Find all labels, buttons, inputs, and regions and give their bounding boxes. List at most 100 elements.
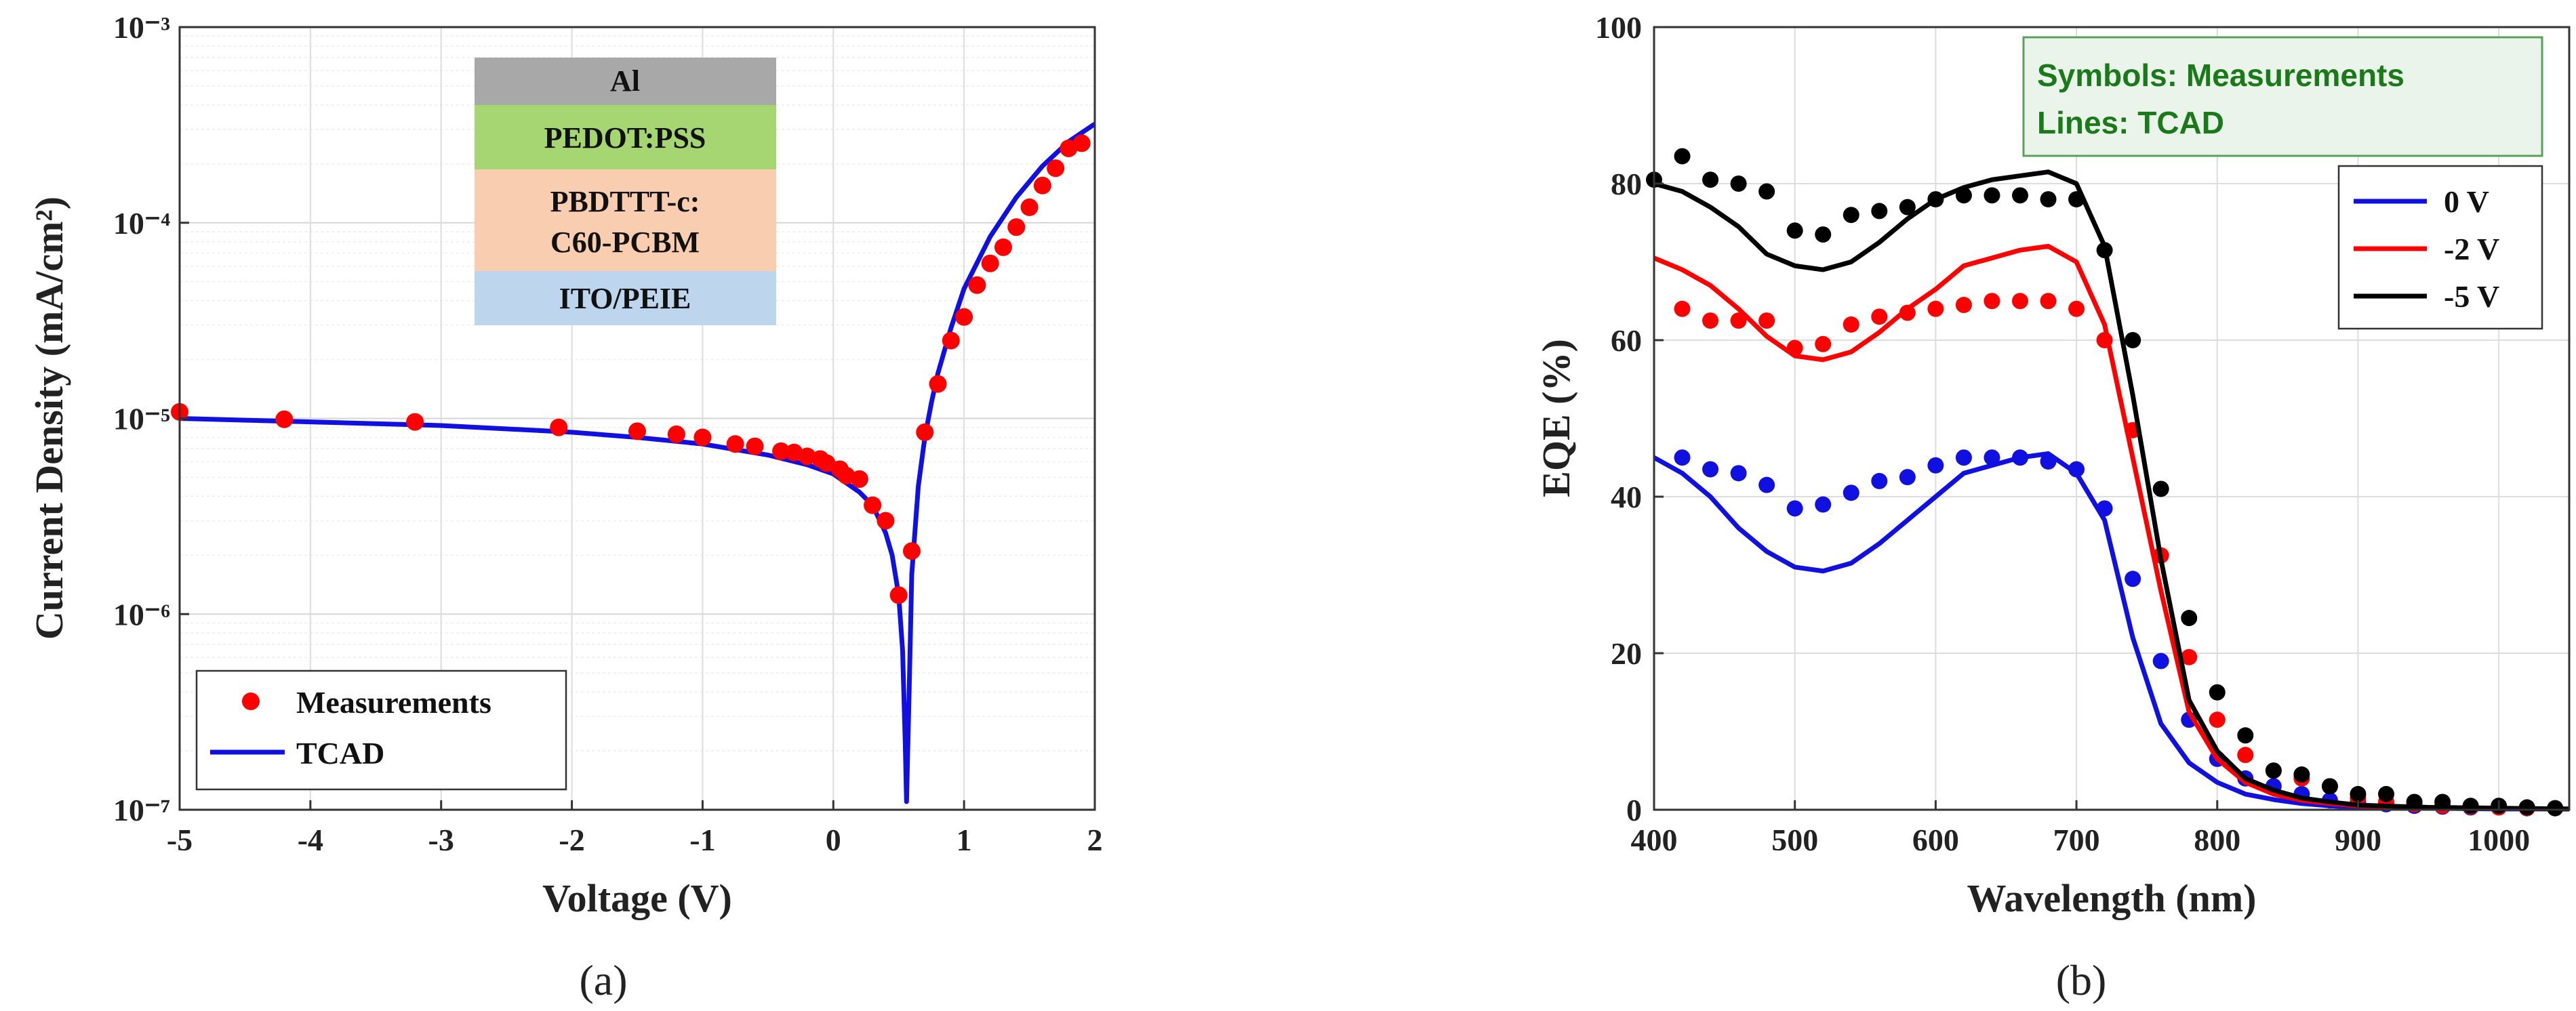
panel-b: 400 500 600 700 800 900 1000 0 20 40 60 80 100 Symbo… [1534, 10, 2571, 1004]
x-tick-label: 2 [1087, 823, 1103, 857]
eqe-point-series-0 [1786, 500, 1803, 517]
layer-al-label: Al [610, 64, 640, 98]
panel-a-y-axis-title: Current Density (mA/cm²) [27, 197, 71, 640]
eqe-point-series-2 [2125, 332, 2141, 348]
measurement-point [1020, 198, 1039, 216]
panel-b-marks [1646, 148, 2570, 817]
eqe-point-series-1 [2181, 648, 2198, 665]
eqe-point-series-2 [2040, 191, 2057, 208]
legend-m5v-label: -5 V [2444, 279, 2499, 314]
panel-a-marks [171, 121, 1096, 804]
panel-b-ticks: 400 500 600 700 800 900 1000 0 20 40 60 80 100 [1595, 10, 2530, 857]
eqe-point-series-1 [1927, 300, 1944, 317]
measurement-point [916, 423, 934, 441]
eqe-point-series-0 [2040, 453, 2057, 470]
eqe-point-series-1 [2237, 747, 2254, 764]
eqe-point-series-1 [2068, 300, 2085, 317]
note-line-2: Lines: TCAD [2037, 105, 2224, 140]
measurement-point [628, 422, 646, 440]
x-tick-label: -3 [428, 823, 454, 857]
y-tick-label: 10⁻⁷ [113, 793, 170, 827]
panel-a-x-axis-title: Voltage (V) [542, 876, 732, 920]
eqe-point-series-0 [2068, 461, 2085, 478]
measurement-point [1072, 134, 1091, 152]
eqe-point-series-2 [2293, 766, 2310, 783]
y-tick-label: 10⁻⁶ [113, 597, 170, 632]
eqe-point-series-2 [2209, 684, 2226, 701]
panel-a-label: (a) [579, 956, 627, 1004]
y-tick-label: 10⁻⁵ [113, 402, 170, 436]
eqe-point-series-0 [1843, 484, 1859, 501]
measurement-point [929, 375, 947, 393]
eqe-point-series-1 [1786, 339, 1803, 356]
eqe-point-series-0 [1674, 449, 1691, 466]
layer-pbdttt-label-line1: PBDTTT-c: [550, 185, 700, 218]
measurement-point [1047, 159, 1065, 178]
eqe-point-series-2 [1899, 199, 1916, 215]
eqe-point-series-2 [2068, 191, 2085, 208]
eqe-point-series-1 [1730, 312, 1747, 329]
eqe-point-series-2 [2518, 799, 2535, 816]
measurement-point [667, 425, 685, 443]
layer-al-box [475, 58, 776, 105]
eqe-point-series-1 [1702, 312, 1719, 329]
eqe-point-series-0 [2125, 571, 2141, 587]
eqe-point-series-1 [2096, 332, 2113, 348]
measurement-point [693, 428, 712, 447]
layer-pbdttt-box [475, 169, 776, 271]
x-tick-label: -1 [689, 823, 715, 857]
eqe-point-series-0 [1730, 465, 1747, 482]
legend-m2v-label: -2 V [2444, 232, 2499, 266]
measurement-point [864, 496, 882, 514]
eqe-point-series-0 [2096, 500, 2113, 517]
eqe-point-series-1 [1815, 335, 1832, 352]
eqe-point-series-1 [1955, 297, 1972, 314]
eqe-line-series-1 [1653, 243, 2570, 812]
legend-measurements-marker [242, 693, 260, 710]
eqe-point-series-2 [2152, 480, 2169, 497]
x-tick-label: 400 [1631, 823, 1678, 857]
panel-a: Al PEDOT:PSS PBDTTT-c: C60-PCBM ITO/PEIE… [27, 10, 1103, 1004]
y-tick-label: 0 [1626, 793, 1642, 827]
legend-0v-label: 0 V [2444, 184, 2489, 219]
panel-a-layer-stack: Al PEDOT:PSS PBDTTT-c: C60-PCBM ITO/PEIE [475, 58, 776, 325]
measurement-point [850, 470, 868, 488]
eqe-point-series-1 [2209, 711, 2226, 728]
eqe-line-series-2 [1653, 169, 2570, 812]
measurement-point [798, 447, 816, 466]
x-tick-label: 500 [1771, 823, 1818, 857]
measurement-point [877, 512, 895, 530]
panel-b-note: Symbols: Measurements Lines: TCAD [2022, 36, 2543, 157]
eqe-point-series-0 [2012, 449, 2028, 466]
eqe-point-series-2 [2012, 187, 2028, 204]
eqe-point-series-2 [1871, 203, 1888, 220]
eqe-point-series-0 [1899, 469, 1916, 486]
eqe-point-series-1 [1758, 312, 1775, 329]
eqe-point-series-2 [1758, 183, 1775, 200]
eqe-point-series-2 [2181, 610, 2198, 627]
x-tick-label: 1 [957, 823, 972, 857]
eqe-point-series-1 [1899, 304, 1916, 321]
x-tick-label: -4 [298, 823, 323, 857]
y-tick-label: 80 [1611, 167, 1642, 201]
eqe-point-series-1 [1674, 300, 1691, 317]
layer-ito-box [475, 271, 776, 325]
eqe-point-series-0 [1955, 449, 1972, 466]
measurement-point [1033, 176, 1051, 194]
eqe-point-series-1 [2012, 293, 2028, 310]
panel-b-axes-box [1653, 26, 2571, 811]
eqe-point-series-2 [2378, 785, 2394, 802]
eqe-point-series-0 [1702, 461, 1719, 478]
legend-measurements-label: Measurements [296, 685, 491, 720]
measurement-point [955, 308, 973, 326]
y-tick-label: 10⁻³ [113, 10, 170, 45]
layer-pbdttt-label-line2: C60-PCBM [550, 226, 700, 259]
x-tick-label: -5 [167, 823, 193, 857]
panel-b-label: (b) [2056, 956, 2107, 1004]
measurement-point [1007, 218, 1026, 236]
note-line-1: Symbols: Measurements [2037, 58, 2404, 93]
measurement-point [746, 437, 764, 455]
panel-a-ticks: -5 -4 -3 -2 -1 0 1 2 10⁻⁷ 10⁻⁶ 10⁻⁵ 10⁻⁴ 10⁻³ [113, 10, 1103, 857]
eqe-point-series-1 [1843, 316, 1859, 333]
eqe-point-series-2 [1674, 148, 1691, 165]
